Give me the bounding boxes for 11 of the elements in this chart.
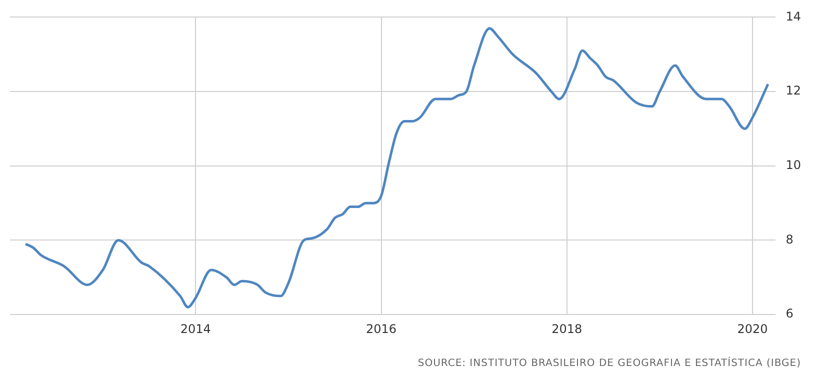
line-series (24, 27, 770, 308)
x-tick-label: 2018 (552, 322, 582, 336)
y-tick-label: 14 (786, 9, 802, 24)
source-note: SOURCE: INSTITUTO BRASILEIRO DE GEOGRAFIA E ESTATÍSTICA (IBGE) (418, 358, 801, 369)
y-tick-label: 8 (786, 232, 794, 246)
y-tick-label: 6 (786, 306, 794, 321)
x-tick-label: 2020 (737, 322, 768, 336)
x-tick-label: 2014 (180, 322, 211, 336)
y-tick-label: 10 (786, 158, 802, 172)
y-tick-label: 12 (786, 84, 802, 98)
x-tick-label: 2016 (366, 322, 397, 336)
